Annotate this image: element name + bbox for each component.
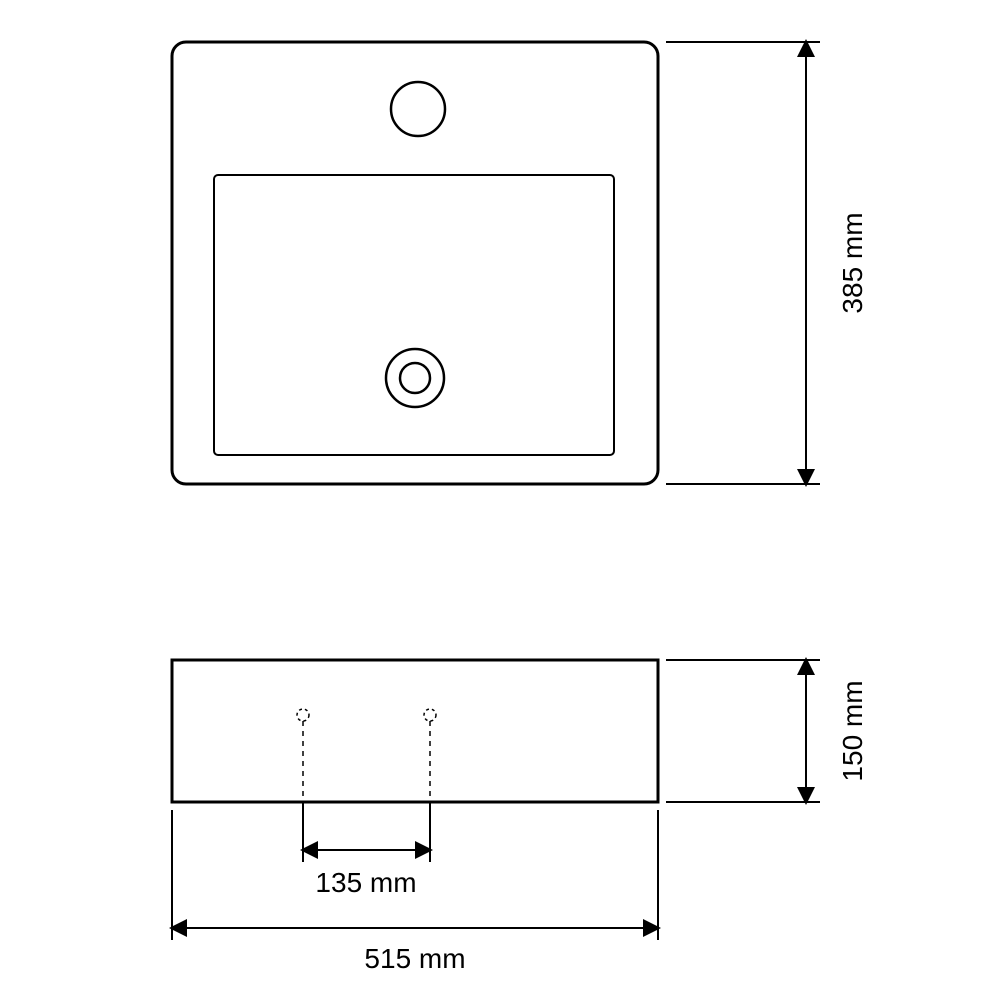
dim-150: 150 mm xyxy=(666,660,868,802)
basin-inner xyxy=(214,175,614,455)
faucet-hole xyxy=(391,82,445,136)
side-outline xyxy=(172,660,658,802)
dim-135: 135 mm xyxy=(303,802,430,898)
dim-385-label: 385 mm xyxy=(837,212,868,313)
basin-outer xyxy=(172,42,658,484)
top-view xyxy=(172,42,658,484)
drain-outer xyxy=(386,349,444,407)
dim-385: 385 mm xyxy=(666,42,868,484)
dim-135-label: 135 mm xyxy=(315,867,416,898)
side-view xyxy=(172,660,658,802)
drain-inner xyxy=(400,363,430,393)
dimension-drawing: 385 mm 150 mm 135 mm 515 mm xyxy=(0,0,1000,1000)
dim-515-label: 515 mm xyxy=(364,943,465,974)
dim-150-label: 150 mm xyxy=(837,680,868,781)
